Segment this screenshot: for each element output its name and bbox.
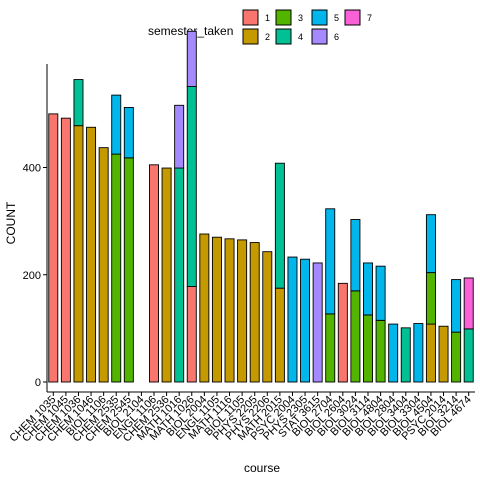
bar-segment	[300, 258, 311, 383]
bar-segment	[425, 272, 436, 325]
bar-segment	[350, 290, 361, 383]
legend-label-4: 4	[298, 32, 303, 42]
bar-segment	[274, 162, 285, 289]
bar-segment	[363, 262, 373, 316]
legend-key-3	[275, 9, 292, 26]
bar-segment	[438, 325, 449, 383]
bar-segment	[375, 265, 386, 321]
bar-segment	[337, 282, 348, 383]
bar-segment	[363, 314, 373, 383]
y-tick-label: 0	[35, 377, 41, 389]
y-tick-label: 200	[23, 270, 41, 282]
legend-key-1	[242, 9, 259, 26]
bars	[48, 30, 474, 383]
x-axis-title: course	[244, 461, 280, 475]
legend-key-7	[344, 9, 361, 26]
bar-segment	[463, 328, 474, 383]
bar-segment	[350, 219, 361, 292]
legend-key-4	[275, 28, 292, 45]
bar-segment	[111, 94, 122, 155]
bar-segment	[400, 327, 411, 383]
bar-segment	[123, 106, 134, 159]
bar-segment	[413, 323, 424, 383]
bar-segment	[174, 167, 185, 383]
bar-segment	[325, 313, 336, 383]
legend-label-1: 1	[265, 13, 270, 23]
y-axis-title: COUNT	[4, 201, 18, 244]
bar-segment	[312, 262, 323, 383]
legend-label-3: 3	[298, 13, 303, 23]
bar-segment	[186, 30, 197, 87]
bar-segment	[86, 126, 97, 383]
bar-segment	[73, 125, 84, 383]
bar-segment	[425, 323, 436, 383]
bar-segment	[249, 242, 260, 383]
bar-segment	[451, 279, 462, 333]
y-tick-label: 400	[23, 163, 41, 175]
legend-key-6	[311, 28, 328, 45]
bar-segment	[48, 113, 59, 383]
legend-label-6: 6	[334, 32, 339, 42]
bar-segment	[161, 167, 172, 383]
bar-segment	[237, 239, 248, 383]
bar-segment	[211, 236, 222, 383]
bar-segment	[149, 164, 159, 383]
bar-segment	[325, 208, 336, 315]
bar-segment	[186, 86, 197, 288]
bar-segment	[451, 331, 462, 383]
bar-segment	[274, 287, 285, 383]
bar-segment	[60, 117, 71, 383]
bar-segment	[425, 214, 436, 274]
legend-label-5: 5	[334, 13, 339, 23]
legend-label-7: 7	[367, 13, 372, 23]
y-axis: 0 200 400	[23, 64, 48, 392]
legend-label-2: 2	[265, 32, 270, 42]
bar-segment	[123, 157, 134, 383]
bar-segment	[98, 147, 109, 383]
bar-segment	[287, 256, 298, 383]
bar-segment	[262, 251, 273, 383]
bar-segment	[463, 277, 474, 330]
bar-segment	[224, 238, 235, 383]
bar-segment	[388, 323, 399, 383]
bar-segment	[73, 79, 84, 127]
bar-segment	[111, 153, 122, 383]
legend-key-5	[311, 9, 328, 26]
bar-segment	[186, 286, 197, 383]
bar-segment	[375, 319, 386, 383]
legend-key-2	[242, 28, 259, 45]
bar-segment	[199, 233, 210, 383]
bar-segment	[174, 104, 185, 169]
